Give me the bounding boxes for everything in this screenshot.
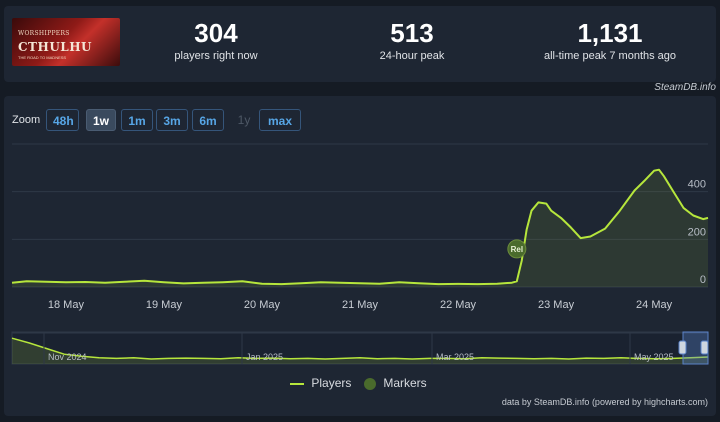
zoom-max-button[interactable]: max [259, 109, 301, 131]
all-time-peak-value: 1,131 [577, 18, 643, 48]
legend-players-label: Players [311, 376, 352, 390]
all-time-peak-label: all-time peak 7 months ago [543, 50, 677, 62]
player-chart[interactable]: Rel 0 200 400 18 May 19 May 20 May 21 May 22 Ma… [4, 96, 716, 416]
navigator-handle-right[interactable] [700, 340, 709, 355]
chart-panel: Zoom 48h 1w 1m 3m 6m 1y max Rel 0 200 400 1… [4, 96, 716, 416]
zoom-1m-button[interactable]: 1m [121, 109, 153, 131]
legend-markers[interactable]: Markers [364, 376, 427, 390]
navigator-tick-label: Nov 2024 [48, 352, 87, 362]
navigator-area [12, 338, 708, 364]
release-marker-label: Rel [511, 245, 523, 254]
navigator-tick-label: Mar 2025 [436, 352, 474, 362]
x-tick-label: 18 May [48, 299, 85, 311]
zoom-3m-button[interactable]: 3m [156, 109, 188, 131]
players-line[interactable] [11, 168, 709, 286]
zoom-label: Zoom [12, 114, 41, 126]
players-area [12, 169, 708, 287]
steamdb-credit-top[interactable]: SteamDB.info [654, 82, 716, 93]
y-tick-label: 0 [700, 274, 706, 286]
steamdb-credit-bottom[interactable]: data by SteamDB.info (powered by highcha… [501, 397, 708, 407]
x-tick-label: 24 May [636, 299, 673, 311]
x-tick-label: 23 May [538, 299, 575, 311]
current-players-value: 304 [194, 18, 238, 48]
zoom-6m-button[interactable]: 6m [192, 109, 224, 131]
stat-24h-peak: 513 24-hour peak [352, 18, 472, 62]
game-image-line1: WORSHIPPERS [18, 30, 70, 37]
navigator: Nov 2024 Jan 2025 Mar 2025 May 2025 [11, 331, 709, 365]
y-tick-label: 400 [688, 179, 706, 191]
x-tick-label: 21 May [342, 299, 379, 311]
navigator-tick-label: Jan 2025 [246, 352, 283, 362]
x-tick-label: 20 May [244, 299, 281, 311]
current-players-label: players right now [174, 50, 258, 62]
legend-players[interactable]: Players [290, 376, 351, 390]
zoom-1y-button: 1y [230, 109, 258, 131]
game-header-image[interactable]: WORSHIPPERS CTHULHU THE ROAD TO MADNESS [12, 18, 120, 66]
legend-players-swatch [290, 382, 304, 385]
release-marker[interactable] [507, 239, 527, 259]
stat-all-time-peak: 1,131 all-time peak 7 months ago [530, 18, 690, 62]
navigator-tick-label: May 2025 [634, 352, 674, 362]
stats-bar: WORSHIPPERS CTHULHU THE ROAD TO MADNESS … [4, 6, 716, 82]
game-image-line3: THE ROAD TO MADNESS [18, 55, 67, 60]
legend-markers-swatch [364, 377, 376, 390]
zoom-48h-button[interactable]: 48h [46, 109, 79, 131]
x-tick-label: 22 May [440, 299, 477, 311]
chart-grid [12, 143, 708, 288]
peak-24h-label: 24-hour peak [379, 50, 445, 62]
zoom-1w-button[interactable]: 1w [86, 109, 116, 131]
navigator-line [11, 337, 709, 360]
x-tick-label: 19 May [146, 299, 183, 311]
stat-current-players: 304 players right now [164, 18, 268, 62]
game-image-line2: CTHULHU [18, 40, 93, 54]
peak-24h-value: 513 [390, 18, 434, 48]
navigator-handle-left[interactable] [678, 340, 687, 355]
chart-axes: 0 200 400 18 May 19 May 20 May 21 May 22 May 23 … [48, 179, 706, 311]
legend-markers-label: Markers [383, 376, 427, 390]
y-tick-label: 200 [688, 226, 706, 238]
